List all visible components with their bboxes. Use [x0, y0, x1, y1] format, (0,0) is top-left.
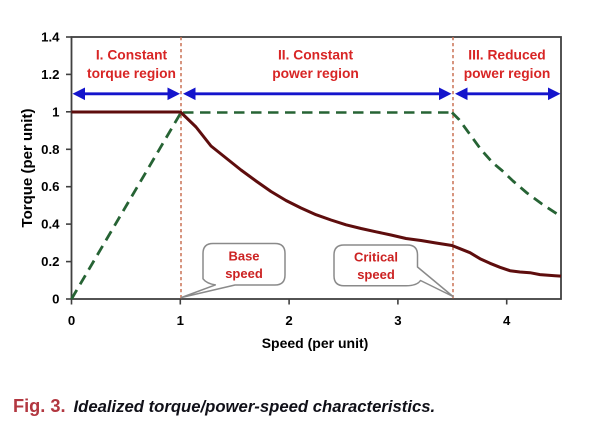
svg-text:1: 1 — [177, 313, 184, 328]
svg-text:0.6: 0.6 — [41, 179, 59, 194]
svg-text:Torque (per unit): Torque (per unit) — [19, 109, 36, 228]
svg-text:0.8: 0.8 — [41, 142, 59, 157]
svg-text:speed: speed — [225, 266, 263, 281]
svg-text:III. Reduced: III. Reduced — [468, 48, 545, 63]
svg-text:Speed (per unit): Speed (per unit) — [262, 335, 369, 351]
svg-text:Fig. 3.: Fig. 3. — [13, 396, 66, 416]
svg-text:3: 3 — [394, 313, 401, 328]
svg-text:I. Constant: I. Constant — [96, 48, 168, 63]
svg-text:speed: speed — [357, 267, 395, 282]
svg-text:Idealized torque/power-speed c: Idealized torque/power-speed characteris… — [74, 397, 436, 416]
svg-text:Base: Base — [228, 249, 259, 264]
svg-text:1.2: 1.2 — [41, 67, 59, 82]
svg-text:power region: power region — [464, 66, 551, 81]
svg-text:1: 1 — [52, 104, 59, 119]
svg-text:II. Constant: II. Constant — [278, 48, 354, 63]
svg-text:0.4: 0.4 — [41, 217, 60, 232]
svg-text:1.4: 1.4 — [41, 30, 60, 45]
svg-text:0.2: 0.2 — [41, 254, 59, 269]
svg-text:0: 0 — [68, 313, 75, 328]
svg-text:Critical: Critical — [354, 250, 398, 265]
svg-text:torque region: torque region — [87, 66, 176, 81]
svg-text:0: 0 — [52, 292, 59, 307]
svg-text:power region: power region — [272, 66, 359, 81]
svg-text:4: 4 — [503, 313, 511, 328]
svg-text:2: 2 — [285, 313, 292, 328]
